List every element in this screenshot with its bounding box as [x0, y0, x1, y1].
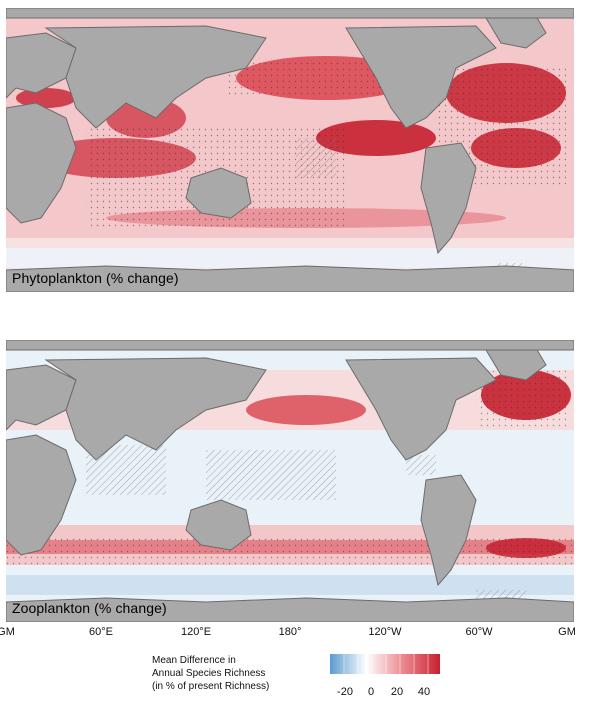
- colorbar-tick: -20: [337, 686, 353, 698]
- longitude-tick: GM: [0, 626, 15, 638]
- legend-title-line: Mean Difference in: [152, 655, 236, 666]
- panel-label-phytoplankton: Phytoplankton (% change): [12, 270, 179, 286]
- longitude-tick: 120°E: [180, 626, 212, 638]
- colorbar: [330, 654, 440, 674]
- longitude-tick: 120°W: [368, 626, 402, 638]
- legend-title-line: (in % of present Richness): [152, 681, 270, 692]
- colorbar-tick: 0: [367, 686, 375, 698]
- legend: Mean Difference in Annual Species Richne…: [152, 652, 572, 702]
- colorbar-tick: 20: [390, 686, 404, 698]
- phytoplankton-map-graphic: [6, 8, 574, 292]
- colorbar-tick: 40: [417, 686, 431, 698]
- longitude-tick: 60°E: [89, 626, 113, 638]
- legend-title-line: Annual Species Richness: [152, 668, 266, 679]
- legend-title: Mean Difference in Annual Species Richne…: [152, 654, 322, 693]
- zooplankton-map-graphic: [6, 340, 574, 622]
- longitude-tick: GM: [558, 626, 576, 638]
- panel-label-zooplankton: Zooplankton (% change): [12, 600, 167, 616]
- longitude-tick: 60°W: [465, 626, 493, 638]
- phytoplankton-map: Phytoplankton (% change): [6, 8, 574, 292]
- zooplankton-map: Zooplankton (% change): [6, 340, 574, 622]
- longitude-axis: GM 60°E 120°E 180° 120°W 60°W GM: [0, 626, 589, 642]
- longitude-tick: 180°: [278, 626, 302, 638]
